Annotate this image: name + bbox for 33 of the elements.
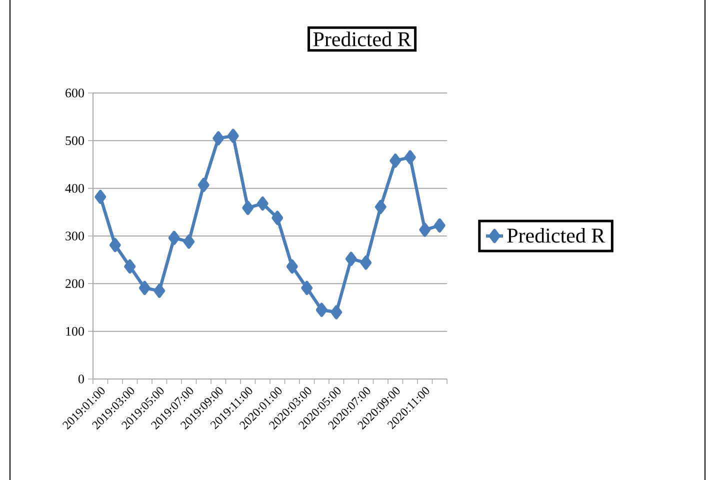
point — [154, 284, 166, 298]
point — [168, 230, 180, 245]
point — [94, 190, 106, 204]
point — [183, 234, 195, 249]
point — [272, 210, 284, 225]
point — [301, 280, 313, 296]
point — [434, 218, 446, 233]
legend-label: Predicted R — [507, 228, 606, 243]
point — [419, 222, 431, 237]
point — [212, 131, 224, 146]
point — [198, 178, 210, 192]
point — [360, 256, 372, 270]
point — [138, 280, 150, 296]
point — [330, 305, 342, 320]
point — [345, 252, 357, 266]
point — [256, 196, 268, 211]
y-tick-label: 600 — [66, 88, 84, 98]
point — [286, 259, 298, 274]
point — [374, 200, 386, 214]
point — [316, 302, 328, 317]
point — [227, 128, 239, 143]
point — [124, 259, 136, 274]
point — [109, 238, 121, 252]
y-tick-label: 300 — [66, 232, 84, 240]
y-tick-label: 500 — [66, 136, 84, 146]
point — [242, 200, 254, 215]
point — [390, 154, 402, 168]
y-tick-label: 100 — [66, 326, 84, 336]
y-tick-label: 400 — [65, 184, 84, 193]
y-tick-label: 200 — [66, 279, 84, 288]
chart-title: Predicted R — [313, 32, 412, 46]
point — [404, 150, 416, 164]
y-tick-label: 0 — [78, 374, 84, 384]
